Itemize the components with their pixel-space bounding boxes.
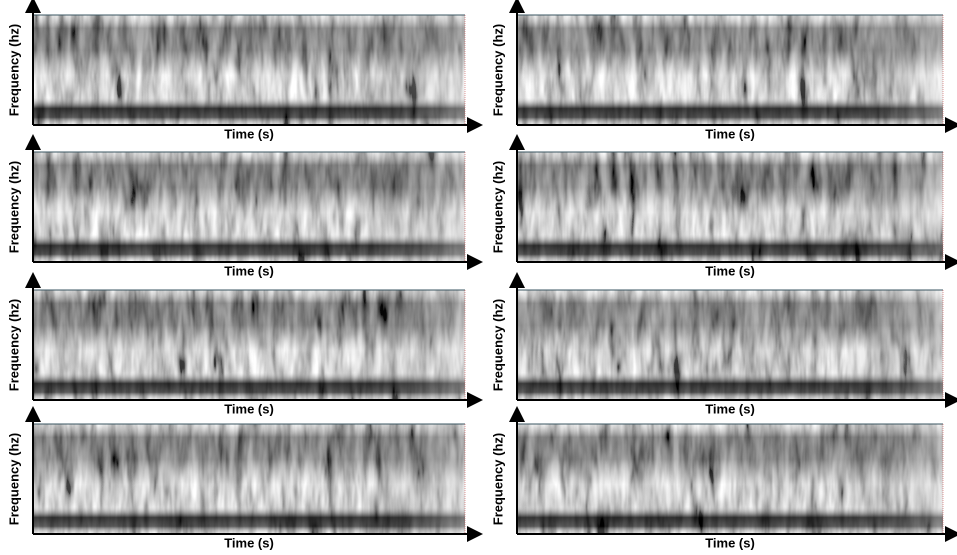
x-axis-label: Time (s) (705, 126, 755, 141)
x-axis-label: Time (s) (705, 535, 755, 550)
x-axis-label: Time (s) (224, 401, 274, 416)
y-axis-label: Frequency (hz) (6, 433, 21, 525)
x-axis-label: Time (s) (705, 401, 755, 416)
x-axis-label: Time (s) (224, 126, 274, 141)
spectrogram-fade (517, 424, 943, 534)
y-axis-label: Frequency (hz) (6, 299, 21, 391)
spectrogram-fade (517, 290, 943, 400)
y-axis-label: Frequency (hz) (490, 161, 505, 253)
spectrogram-fade (33, 152, 465, 262)
y-axis-label: Frequency (hz) (490, 433, 505, 525)
y-axis-label: Frequency (hz) (490, 24, 505, 116)
x-axis-label: Time (s) (224, 535, 274, 550)
spectrogram-fade (517, 152, 943, 262)
y-axis-label: Frequency (hz) (6, 161, 21, 253)
spectrogram-fade (33, 424, 465, 534)
x-axis-label: Time (s) (705, 263, 755, 278)
spectrogram-fade (33, 15, 465, 125)
spectrogram-fade (517, 15, 943, 125)
x-axis-label: Time (s) (224, 263, 274, 278)
y-axis-label: Frequency (hz) (6, 24, 21, 116)
spectrogram-fade (33, 290, 465, 400)
y-axis-label: Frequency (hz) (490, 299, 505, 391)
